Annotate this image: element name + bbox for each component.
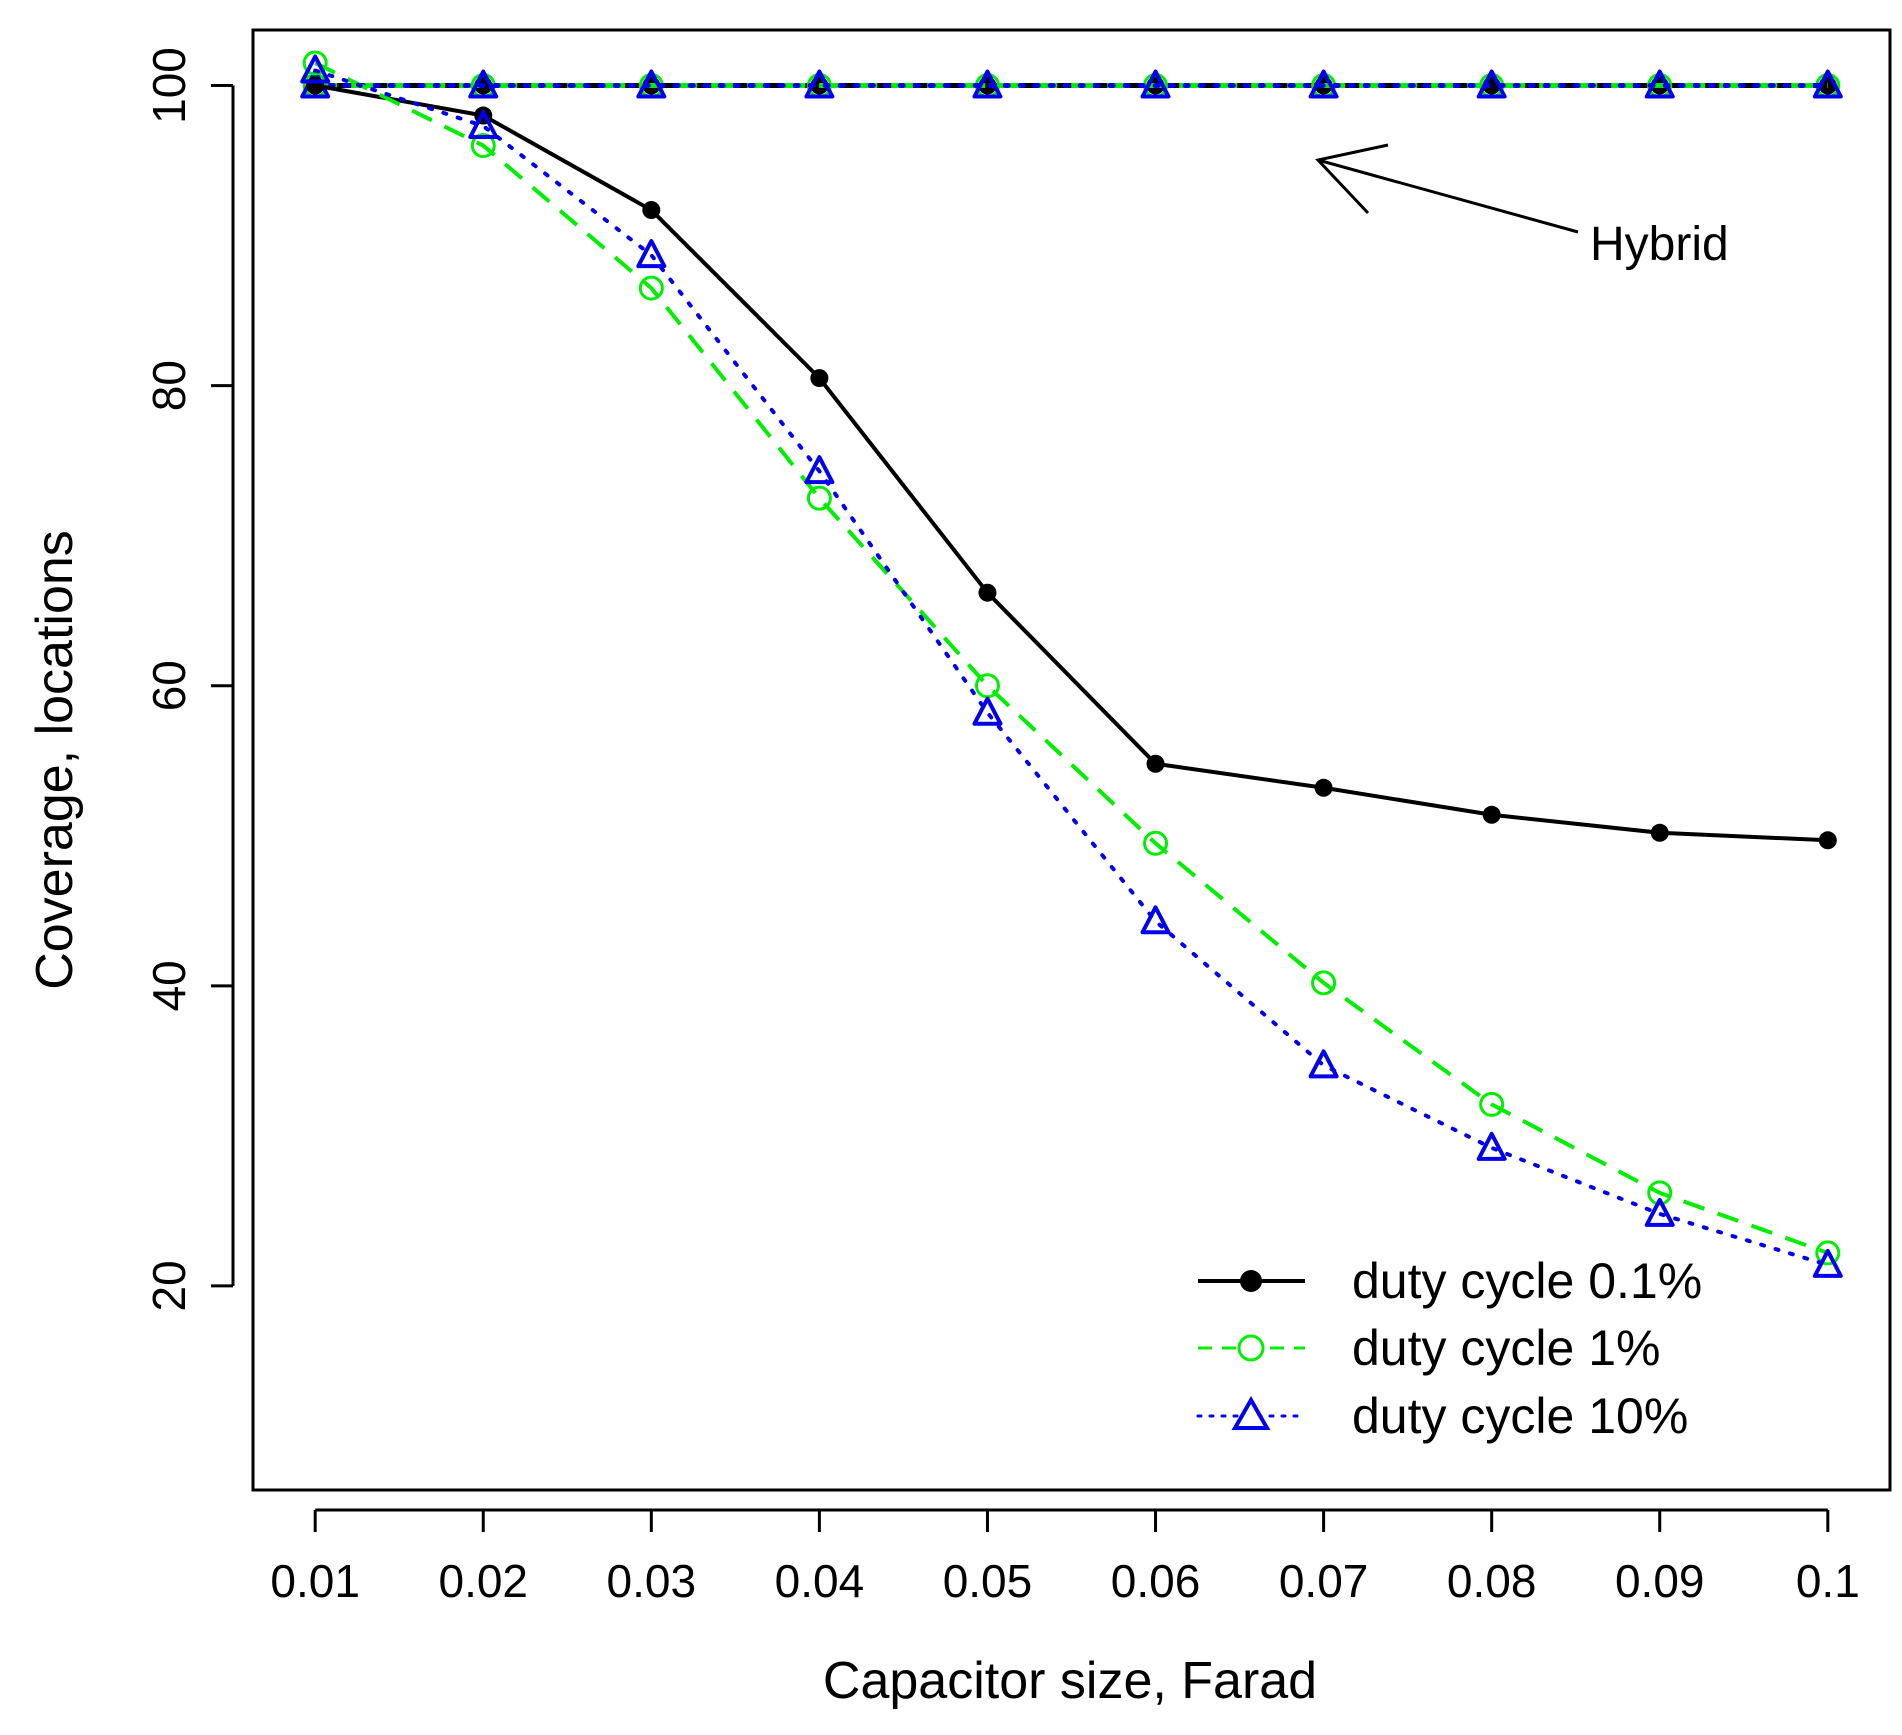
data-point-duty-cycle-10-hybrid [1140,69,1171,99]
series-line-duty-cycle-10 [313,68,1830,1267]
data-point-duty-cycle-1 [806,485,832,511]
data-point-duty-cycle-10 [1644,1197,1675,1227]
series-duty-cycle-10-hybrid [300,69,1843,99]
legend: duty cycle 0.1% duty cycle 1% duty cycle… [1196,1253,1702,1444]
y-tick-label: 60 [143,660,195,711]
data-point-duty-cycle-10 [636,239,667,269]
legend-label-duty-cycle-10: duty cycle 10% [1352,1388,1688,1444]
data-point-duty-cycle-0.1 [1314,778,1333,797]
x-tick-label: 0.03 [607,1555,697,1607]
data-point-duty-cycle-1 [1479,1091,1505,1117]
x-tick-label: 0.01 [270,1555,360,1607]
y-tick-label: 20 [143,1260,195,1311]
legend-marker-duty-cycle-10 [1231,1395,1271,1430]
data-point-duty-cycle-1 [302,50,328,76]
y-tick-label: 40 [143,960,195,1011]
data-point-duty-cycle-10-hybrid [468,69,499,99]
data-point-duty-cycle-0.1 [978,583,997,602]
hybrid-arrow-shaft [1317,158,1579,234]
legend-entry-duty-cycle-10: duty cycle 10% [1196,1388,1688,1444]
data-point-duty-cycle-1 [1815,1240,1841,1266]
x-tick-label: 0.04 [775,1555,865,1607]
data-point-duty-cycle-10-hybrid [972,69,1003,99]
data-point-duty-cycle-10 [300,54,331,84]
data-point-duty-cycle-10 [804,455,835,485]
series-duty-cycle-0.1 [306,76,1837,850]
data-point-duty-cycle-10-hybrid [804,69,835,99]
data-point-duty-cycle-10 [1140,905,1171,935]
legend-label-duty-cycle-1: duty cycle 1% [1352,1320,1660,1376]
data-point-duty-cycle-0.1 [306,76,325,95]
data-point-duty-cycle-10 [1812,1248,1843,1278]
x-tick-label: 0.07 [1279,1555,1369,1607]
y-tick-label: 100 [143,47,195,124]
data-point-duty-cycle-1 [1311,970,1337,996]
data-point-duty-cycle-1 [974,673,1000,699]
data-point-duty-cycle-10 [468,110,499,140]
x-tick-label: 0.02 [438,1555,528,1607]
data-point-duty-cycle-0.1 [1818,831,1837,850]
legend-marker-duty-cycle-0.1 [1240,1270,1262,1292]
x-tick-label: 0.1 [1796,1555,1860,1607]
series-duty-cycle-1 [302,50,1841,1266]
data-point-duty-cycle-0.1 [1146,754,1165,773]
series-line-duty-cycle-0.1 [314,83,1828,843]
data-point-duty-cycle-10-hybrid [1476,69,1507,99]
data-point-duty-cycle-0.1 [1482,805,1501,824]
y-tick-label: 80 [143,360,195,411]
data-point-duty-cycle-10-hybrid [1308,69,1339,99]
data-point-duty-cycle-0.1 [642,201,661,220]
x-axis-title: Capacitor size, Farad [823,1652,1317,1710]
legend-marker-duty-cycle-1 [1237,1334,1265,1362]
data-point-duty-cycle-10-hybrid [1644,69,1675,99]
data-point-duty-cycle-1 [470,133,496,159]
y-axis-title: Coverage, locations [26,530,84,990]
data-point-duty-cycle-10 [972,696,1003,726]
series-layer [300,50,1843,1278]
data-point-duty-cycle-10-hybrid [636,69,667,99]
plot-frame [251,28,1892,1492]
x-tick-label: 0.08 [1447,1555,1537,1607]
x-tick-label: 0.05 [943,1555,1033,1607]
x-tick-label: 0.09 [1615,1555,1705,1607]
data-point-duty-cycle-0.1 [810,369,829,388]
hybrid-label: Hybrid [1590,218,1729,271]
legend-entry-duty-cycle-0.1: duty cycle 0.1% [1198,1253,1702,1309]
hybrid-arrow-head [1315,143,1389,215]
x-axis: 0.01 0.02 0.03 0.04 0.05 0.06 0.07 0.08 0.09 0.1 [270,1508,1860,1607]
data-point-duty-cycle-10 [1308,1049,1339,1079]
hybrid-annotation: Hybrid [1315,143,1729,271]
data-point-duty-cycle-10-hybrid [1812,69,1843,99]
data-point-duty-cycle-1 [638,275,664,301]
data-point-duty-cycle-1 [1143,830,1169,856]
legend-entry-duty-cycle-1: duty cycle 1% [1198,1320,1660,1376]
data-point-duty-cycle-10 [1476,1131,1507,1161]
y-axis: 20 40 60 80 100 [143,47,235,1312]
series-line-duty-cycle-1 [314,61,1829,1255]
series-duty-cycle-10 [300,54,1843,1278]
data-point-duty-cycle-0.1 [1650,823,1669,842]
x-tick-label: 0.06 [1111,1555,1201,1607]
legend-label-duty-cycle-0.1: duty cycle 0.1% [1352,1253,1702,1309]
